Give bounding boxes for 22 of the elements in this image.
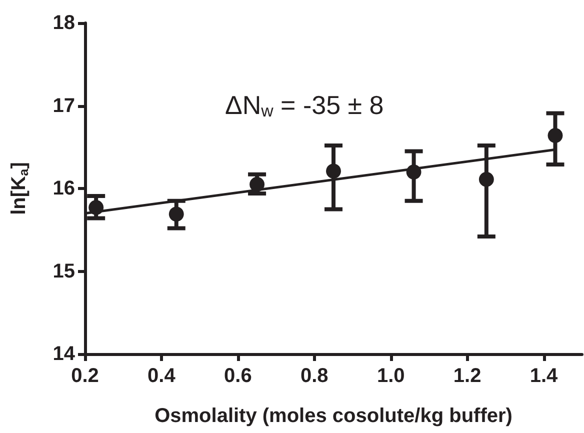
x-tick-label: 0.4: [148, 365, 176, 387]
x-tick-label: 1.0: [376, 365, 405, 387]
point: [250, 176, 265, 192]
y-tick-label: 18: [52, 12, 75, 34]
x-tick-label: 1.2: [453, 365, 482, 387]
point: [478, 172, 494, 187]
x-tick-label: 0.8: [300, 365, 328, 387]
y-tick-label: 14: [52, 343, 76, 365]
x-tick-label: 1.4: [530, 365, 559, 387]
point: [326, 164, 341, 179]
point: [168, 206, 184, 222]
point: [406, 164, 422, 180]
point: [88, 200, 104, 216]
y-axis-title: ln[Ka]: [8, 162, 31, 215]
y-tick-label: 15: [52, 260, 75, 282]
y-tick-label: 17: [52, 94, 75, 117]
x-tick-label: 0.6: [224, 365, 252, 387]
point: [548, 128, 563, 144]
x-axis-title: Osmolality (moles cosolute/kg buffer): [154, 405, 512, 427]
y-tick-label: 16: [52, 178, 75, 200]
x-tick-label: 0.2: [71, 365, 99, 387]
annotation: ΔNw = -35 ± 8: [225, 90, 384, 120]
